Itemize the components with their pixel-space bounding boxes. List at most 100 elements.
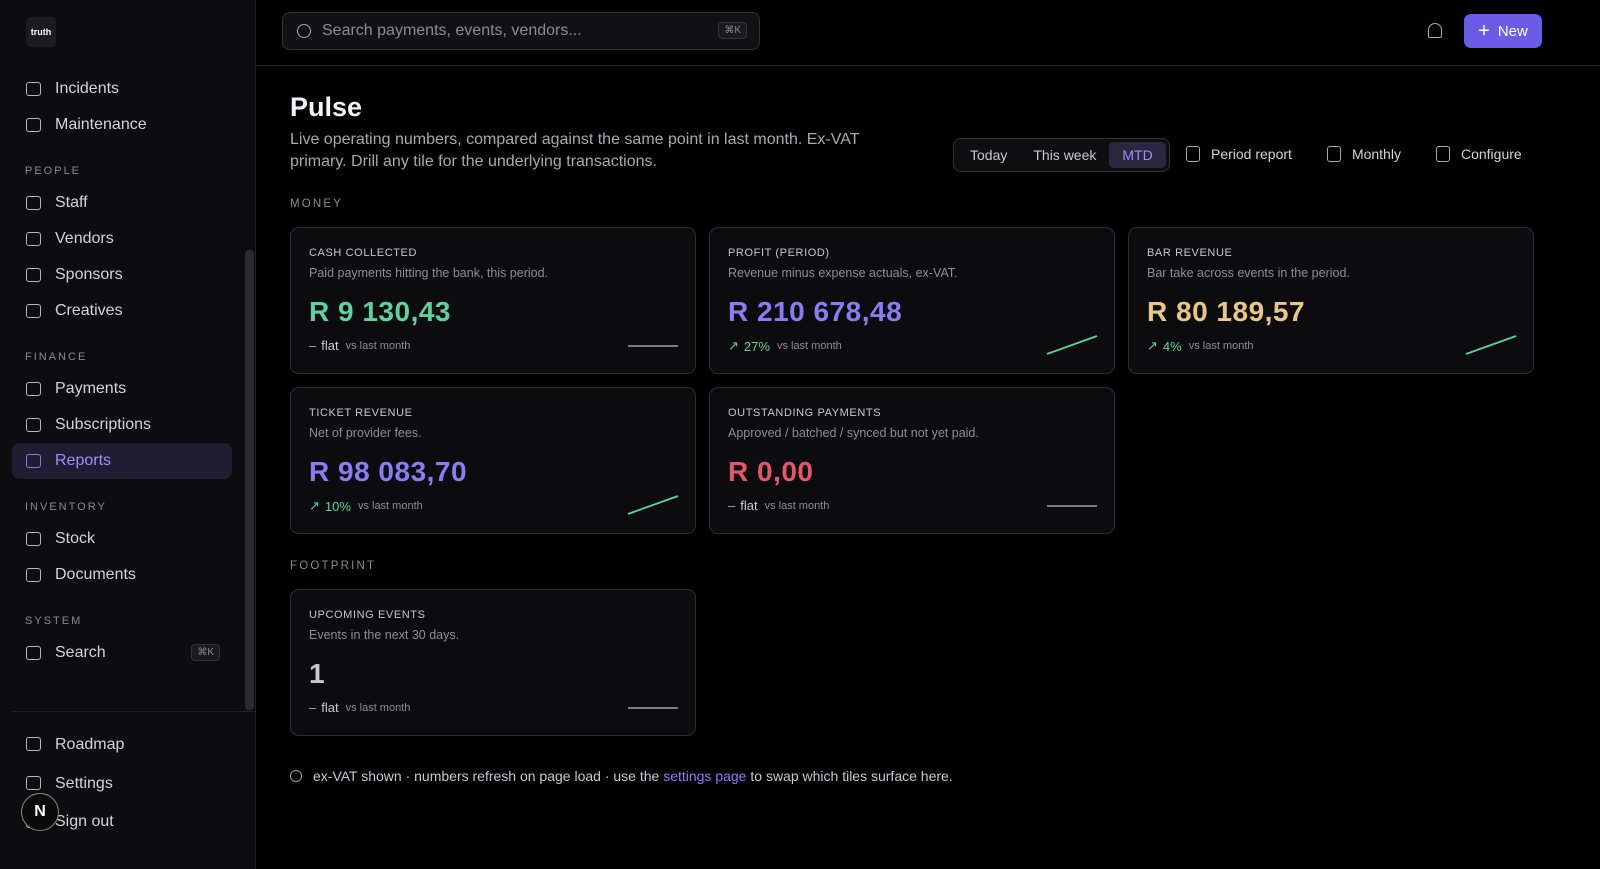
- metric-tile[interactable]: CASH COLLECTED Paid payments hitting the …: [290, 227, 696, 374]
- tile-trend: ↗ 4% vs last month: [1147, 338, 1254, 354]
- nav-icon: [26, 268, 41, 282]
- period-option[interactable]: Today: [970, 147, 1008, 163]
- trend-value: 4%: [1162, 338, 1182, 354]
- sparkline: [1046, 335, 1098, 355]
- nav-item[interactable]: Staff: [12, 185, 232, 221]
- search-box[interactable]: Search payments, events, vendors... ⌘K: [282, 12, 760, 50]
- action-button[interactable]: Monthly: [1326, 146, 1401, 162]
- sidebar: truth Incidents Maintenance PEOPLE Staff Ven…: [0, 0, 256, 869]
- tile-label: UPCOMING EVENTS: [309, 609, 426, 621]
- period-option[interactable]: MTD: [1109, 142, 1166, 168]
- trend-icon: ↗: [1147, 338, 1158, 353]
- metric-tile[interactable]: PROFIT (PERIOD) Revenue minus expense act…: [709, 227, 1115, 374]
- nav-label: Vendors: [55, 230, 114, 247]
- scrollbar[interactable]: [245, 250, 254, 710]
- period-option[interactable]: This week: [1033, 147, 1097, 163]
- action-label: Configure: [1460, 146, 1522, 162]
- nav-section-title: PEOPLE: [25, 165, 82, 177]
- sparkline: [1047, 505, 1097, 507]
- nav-item[interactable]: Settings: [12, 765, 255, 804]
- nav-icon: [26, 382, 41, 396]
- notifications[interactable]: [1428, 23, 1442, 38]
- tile-label: BAR REVENUE: [1147, 247, 1233, 259]
- sparkline: [1465, 335, 1517, 355]
- nav-icon: [26, 196, 41, 210]
- nav-item[interactable]: Maintenance: [12, 107, 232, 143]
- trend-comparison: vs last month: [357, 500, 423, 512]
- metric-tile[interactable]: BAR REVENUE Bar take across events in the…: [1128, 227, 1534, 374]
- settings-link[interactable]: settings page: [663, 768, 747, 784]
- shortcut: ⌘K: [718, 22, 747, 39]
- tile-description: Paid payments hitting the bank, this per…: [309, 266, 549, 280]
- nav-item[interactable]: Documents: [12, 557, 232, 593]
- nav-item[interactable]: Search ⌘K: [12, 635, 232, 671]
- trend-value: 10%: [324, 498, 351, 514]
- nav-label: Maintenance: [55, 116, 147, 133]
- trend-value: 27%: [743, 338, 770, 354]
- tile-trend: – flat vs last month: [728, 498, 829, 513]
- tile-label: OUTSTANDING PAYMENTS: [728, 407, 882, 419]
- nav-icon: [26, 454, 41, 468]
- plus-icon: +: [1478, 20, 1490, 42]
- note-icon: [290, 770, 302, 782]
- metric-tile[interactable]: UPCOMING EVENTS Events in the next 30 day…: [290, 589, 696, 736]
- metric-tile[interactable]: OUTSTANDING PAYMENTS Approved / batched /…: [709, 387, 1115, 534]
- tile-trend: ↗ 27% vs last month: [728, 338, 842, 354]
- tile-label: TICKET REVENUE: [309, 407, 413, 419]
- nav-label: Payments: [55, 380, 127, 397]
- section-title: MONEY: [290, 198, 344, 210]
- tile-label: CASH COLLECTED: [309, 247, 418, 259]
- trend-comparison: vs last month: [1188, 340, 1254, 352]
- nav-icon: [26, 737, 41, 751]
- trend-icon: ↗: [309, 498, 320, 513]
- new-button[interactable]: + New: [1464, 14, 1542, 48]
- tile-value: R 210 678,48: [728, 296, 903, 327]
- nav-item[interactable]: Creatives: [12, 293, 232, 329]
- nav-icon: [26, 82, 41, 96]
- sparkline-line: [1465, 335, 1517, 355]
- note-text: ex-VAT shown · numbers refresh on page l…: [313, 768, 660, 784]
- sparkline: [628, 345, 678, 347]
- trend-icon: –: [309, 338, 317, 353]
- action-button[interactable]: Period report: [1186, 146, 1292, 162]
- sparkline-line: [1046, 335, 1098, 355]
- nav-icon: [26, 568, 41, 582]
- footer-note: ex-VAT shown · numbers refresh on page l…: [290, 768, 953, 784]
- tile-value: 1: [309, 658, 326, 689]
- nav-label: Settings: [55, 774, 113, 792]
- action-icon: [1435, 146, 1450, 162]
- tile-trend: – flat vs last month: [309, 700, 410, 715]
- tile-description: Revenue minus expense actuals, ex-VAT.: [728, 266, 958, 280]
- note-text: to swap which tiles surface here.: [750, 768, 953, 784]
- action-icon: [1326, 146, 1341, 162]
- action-button[interactable]: Configure: [1435, 146, 1522, 162]
- nav-item[interactable]: Reports: [12, 443, 232, 479]
- nav-item[interactable]: Payments: [12, 371, 232, 407]
- search-placeholder: Search payments, events, vendors...: [322, 22, 582, 39]
- logo[interactable]: truth: [26, 17, 56, 47]
- tile-trend: – flat vs last month: [309, 338, 410, 353]
- sparkline: [628, 707, 678, 709]
- tile-trend: ↗ 10% vs last month: [309, 498, 423, 514]
- nav-label: Documents: [55, 566, 136, 583]
- nav-icon: [26, 775, 41, 790]
- tile-value: R 98 083,70: [309, 456, 468, 487]
- avatar[interactable]: N: [21, 793, 59, 831]
- nav-item[interactable]: Subscriptions: [12, 407, 232, 443]
- nav-item[interactable]: Roadmap: [12, 726, 255, 765]
- action-label: Period report: [1211, 146, 1292, 162]
- trend-icon: –: [309, 700, 317, 715]
- page-description: Live operating numbers, compared against…: [290, 131, 860, 170]
- nav-item[interactable]: Sponsors: [12, 257, 232, 293]
- nav-item[interactable]: Stock: [12, 521, 232, 557]
- nav-section-title: INVENTORY: [25, 501, 107, 513]
- nav-label: Sponsors: [55, 266, 123, 283]
- tile-label: PROFIT (PERIOD): [728, 247, 830, 259]
- metric-tile[interactable]: TICKET REVENUE Net of provider fees. R 98 …: [290, 387, 696, 534]
- nav-item[interactable]: Vendors: [12, 221, 232, 257]
- nav-section-title: FINANCE: [25, 351, 88, 363]
- action-icon: [1186, 146, 1200, 162]
- tile-description: Bar take across events in the period.: [1147, 266, 1350, 280]
- nav-item[interactable]: Incidents: [12, 71, 232, 107]
